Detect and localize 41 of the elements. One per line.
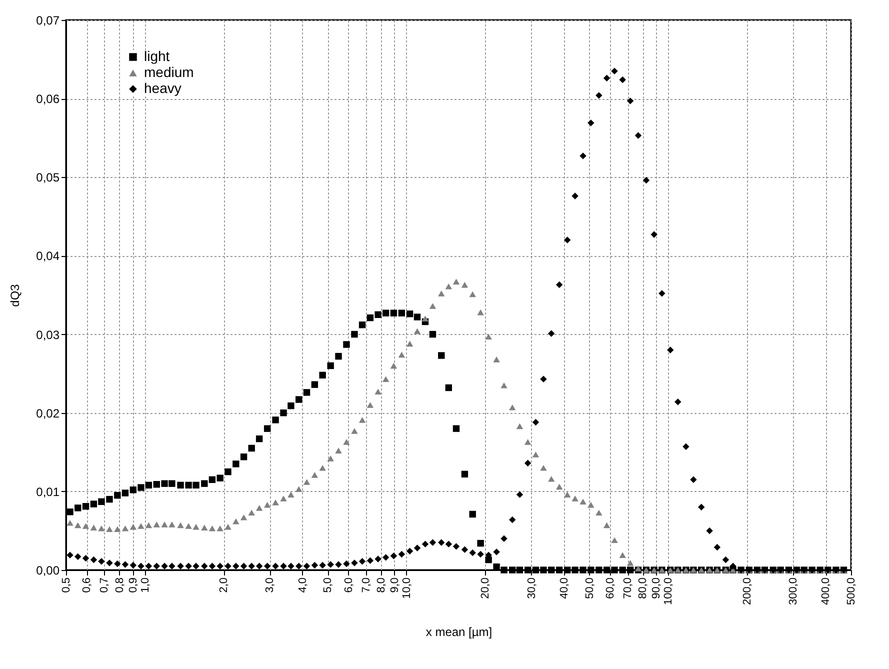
y-tick-label: 0,06 xyxy=(36,92,60,106)
legend-label: medium xyxy=(144,64,194,80)
x-tick-label: 2,0 xyxy=(218,578,230,593)
x-tick-label: 0,9 xyxy=(127,578,140,593)
x-tick-label: 400,0 xyxy=(820,578,832,606)
x-tick-label: 5,0 xyxy=(322,578,334,593)
y-tick-label: 0,04 xyxy=(36,249,60,264)
x-tick-label: 0,6 xyxy=(81,578,94,593)
x-tick-label: 4,0 xyxy=(296,578,309,593)
x-tick-label: 50,0 xyxy=(584,578,596,599)
x-tick-label: 500,0 xyxy=(846,578,858,606)
y-tick-label: 0,00 xyxy=(36,564,60,578)
x-tick-label: 7,0 xyxy=(360,578,372,593)
x-tick-label: 3,0 xyxy=(264,578,276,593)
x-tick-label: 90,0 xyxy=(650,578,663,599)
x-tick-label: 300,0 xyxy=(787,578,800,606)
x-tick-label: 0,7 xyxy=(98,578,111,593)
x-axis-title: x mean [µm] xyxy=(426,625,492,640)
x-tick-label: 100,0 xyxy=(662,578,675,606)
x-tick-label: 70,0 xyxy=(622,578,634,599)
y-tick-label: 0,02 xyxy=(36,406,60,420)
x-tick-label: 60,0 xyxy=(604,578,617,599)
x-tick-label: 80,0 xyxy=(637,578,650,599)
legend-label: heavy xyxy=(144,80,182,96)
x-tick-label: 0,5 xyxy=(60,578,72,593)
x-tick-label: 20,0 xyxy=(480,578,492,599)
x-tick-label: 40,0 xyxy=(558,578,570,599)
legend-label: light xyxy=(144,48,170,64)
x-tick-label: 8,0 xyxy=(376,578,388,593)
x-tick-label: 200,0 xyxy=(741,578,754,606)
y-tick-label: 0,05 xyxy=(36,170,60,185)
y-axis-title: dQ3 xyxy=(8,284,22,307)
y-tick-label: 0,03 xyxy=(36,328,60,342)
x-tick-label: 1,0 xyxy=(139,578,152,593)
x-tick-label: 9,0 xyxy=(388,578,401,593)
y-tick-label: 0,07 xyxy=(36,14,60,28)
x-tick-label: 30,0 xyxy=(526,578,538,599)
x-tick-label: 6,0 xyxy=(342,578,355,593)
x-tick-label: 10,0 xyxy=(400,578,413,599)
x-tick-label: 0,8 xyxy=(114,578,126,593)
y-tick-label: 0,01 xyxy=(36,484,60,499)
